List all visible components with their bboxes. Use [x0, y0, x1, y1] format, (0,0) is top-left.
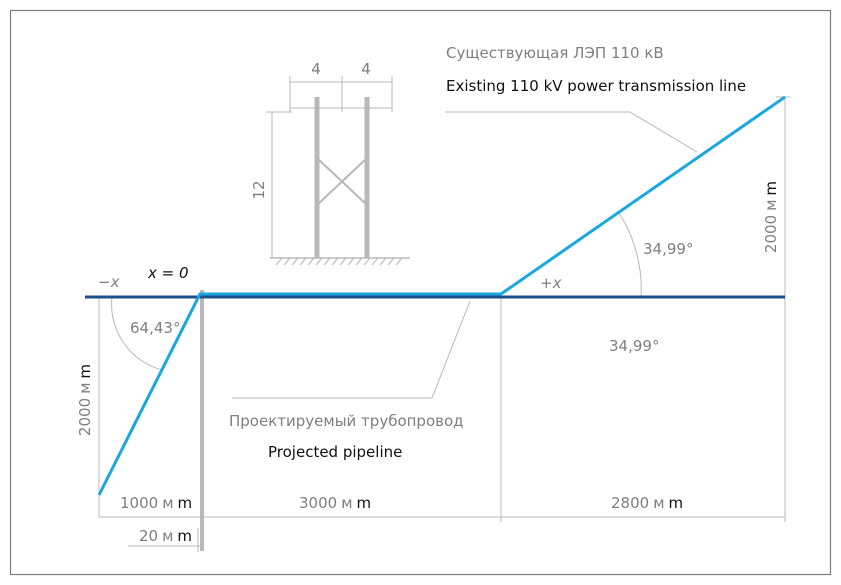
angle-left: 64,43°	[130, 319, 180, 337]
power-line-label-ru: Существующая ЛЭП 110 кВ	[446, 44, 664, 62]
angle-right-lower: 34,99°	[609, 337, 659, 355]
axis-minus-x: −x	[98, 273, 120, 291]
left-angle-arc	[111, 296, 163, 371]
pipeline-label-ru: Проектируемый трубопровод	[229, 412, 464, 430]
tower-dim-left-label: 4	[311, 60, 321, 78]
pipeline-leader	[232, 300, 471, 399]
tower-brace-b	[316, 157, 368, 206]
tower-sketch	[266, 76, 410, 266]
dimension-lines	[98, 96, 790, 552]
pipeline-route	[97, 95, 786, 496]
tower-dim-right-label: 4	[361, 60, 371, 78]
dim-seg-3000: 3000 м m	[299, 494, 371, 512]
pipeline-label-en: Projected pipeline	[268, 443, 402, 461]
tower-dim-height-label: 12	[250, 180, 268, 199]
dim-seg-20: 20 м m	[139, 527, 192, 545]
power-line-leader	[445, 111, 698, 153]
right-angle-arc	[618, 212, 642, 298]
angle-right-upper: 34,99°	[643, 240, 693, 258]
axis-plus-x: +x	[540, 274, 562, 292]
power-line-label-en: Existing 110 kV power transmission line	[446, 77, 746, 95]
diagram-frame	[9, 9, 832, 576]
dim-left-height: 2000мm	[76, 364, 94, 436]
dim-seg-1000: 1000 м m	[120, 494, 192, 512]
axis-x-zero: x = 0	[147, 264, 189, 282]
dim-seg-2800: 2800 м m	[611, 494, 683, 512]
ground-hatch	[275, 257, 403, 266]
dim-right-height: 2000мm	[762, 181, 780, 253]
